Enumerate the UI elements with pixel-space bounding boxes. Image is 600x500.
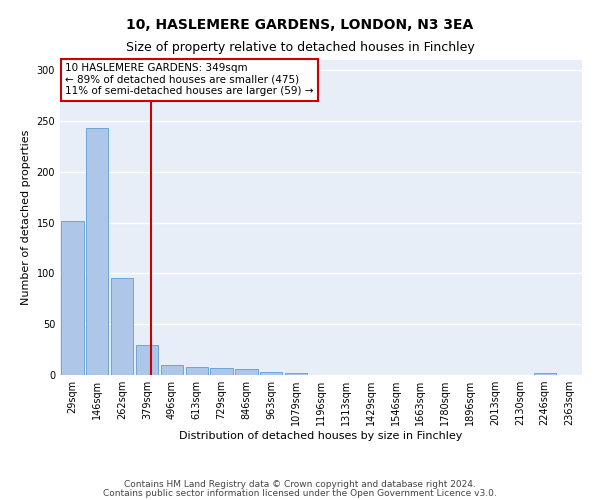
Bar [285, 373, 307, 375]
X-axis label: Distribution of detached houses by size in Finchley: Distribution of detached houses by size … [179, 431, 463, 441]
Bar [161, 365, 183, 375]
Bar [260, 372, 283, 375]
Bar [136, 344, 158, 375]
Bar [533, 373, 556, 375]
Text: Size of property relative to detached houses in Finchley: Size of property relative to detached ho… [125, 41, 475, 54]
Bar [211, 368, 233, 375]
Text: 10, HASLEMERE GARDENS, LONDON, N3 3EA: 10, HASLEMERE GARDENS, LONDON, N3 3EA [127, 18, 473, 32]
Bar [111, 278, 133, 375]
Bar [235, 369, 257, 375]
Bar [61, 220, 83, 375]
Bar [86, 128, 109, 375]
Bar [185, 367, 208, 375]
Text: Contains HM Land Registry data © Crown copyright and database right 2024.: Contains HM Land Registry data © Crown c… [124, 480, 476, 489]
Text: Contains public sector information licensed under the Open Government Licence v3: Contains public sector information licen… [103, 489, 497, 498]
Text: 10 HASLEMERE GARDENS: 349sqm
← 89% of detached houses are smaller (475)
11% of s: 10 HASLEMERE GARDENS: 349sqm ← 89% of de… [65, 63, 314, 96]
Y-axis label: Number of detached properties: Number of detached properties [21, 130, 31, 305]
